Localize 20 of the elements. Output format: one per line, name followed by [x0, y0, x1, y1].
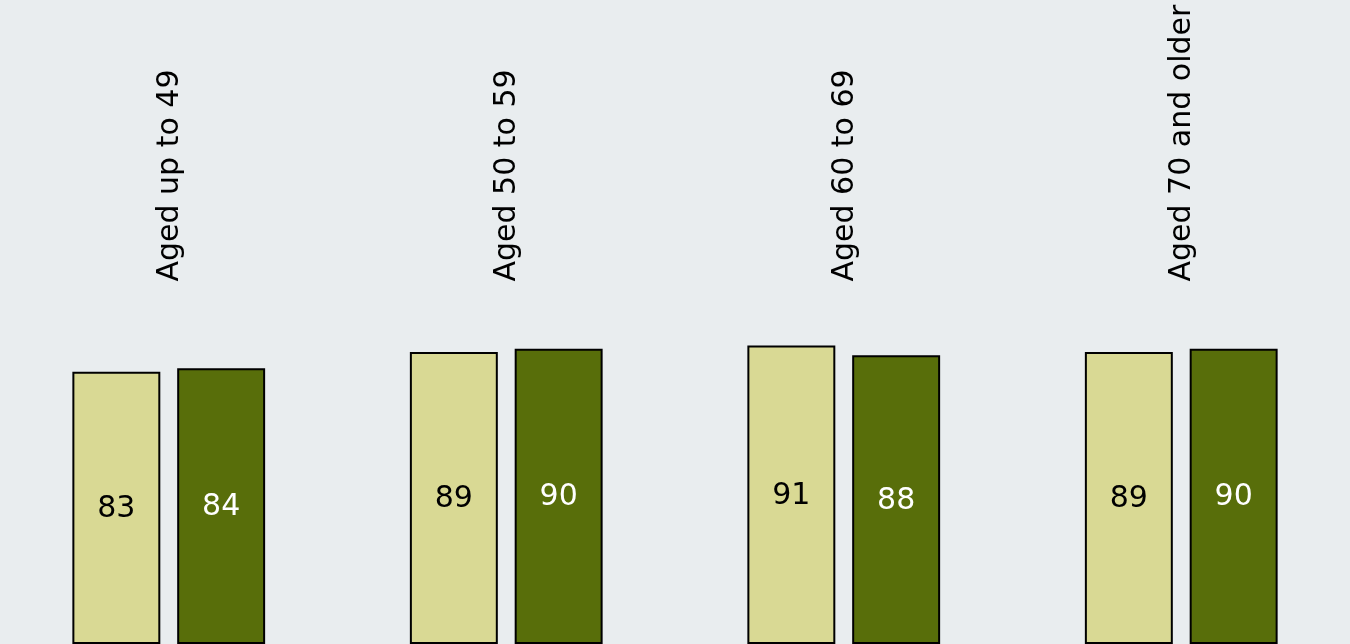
data-label: 88	[877, 480, 916, 516]
data-label: 90	[1214, 477, 1253, 513]
data-label: 84	[202, 487, 241, 523]
x-tick-label: Aged up to 49	[149, 69, 185, 282]
data-label: 83	[97, 488, 136, 524]
data-label: 89	[1109, 479, 1148, 515]
data-label: 91	[772, 475, 811, 511]
bar	[747, 345, 836, 644]
bar	[514, 348, 603, 644]
x-tick-label: Aged 50 to 59	[487, 69, 523, 282]
data-label: 89	[434, 479, 473, 515]
bar	[1084, 352, 1173, 644]
bar	[1189, 348, 1278, 644]
bar	[852, 355, 941, 644]
x-tick-label: Aged 60 to 69	[824, 69, 860, 282]
x-tick-label: Aged 70 and older	[1162, 4, 1198, 282]
bar	[72, 371, 161, 644]
data-label: 90	[539, 477, 578, 513]
bar	[409, 352, 498, 644]
bar	[177, 368, 266, 644]
